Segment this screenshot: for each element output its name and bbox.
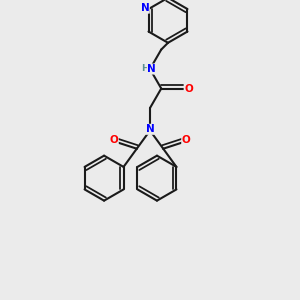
Text: N: N [146, 124, 154, 134]
Text: O: O [184, 83, 193, 94]
Text: O: O [182, 135, 190, 145]
Text: N: N [147, 64, 156, 74]
Text: H: H [141, 64, 148, 73]
Text: O: O [110, 135, 118, 145]
Text: N: N [140, 3, 149, 13]
